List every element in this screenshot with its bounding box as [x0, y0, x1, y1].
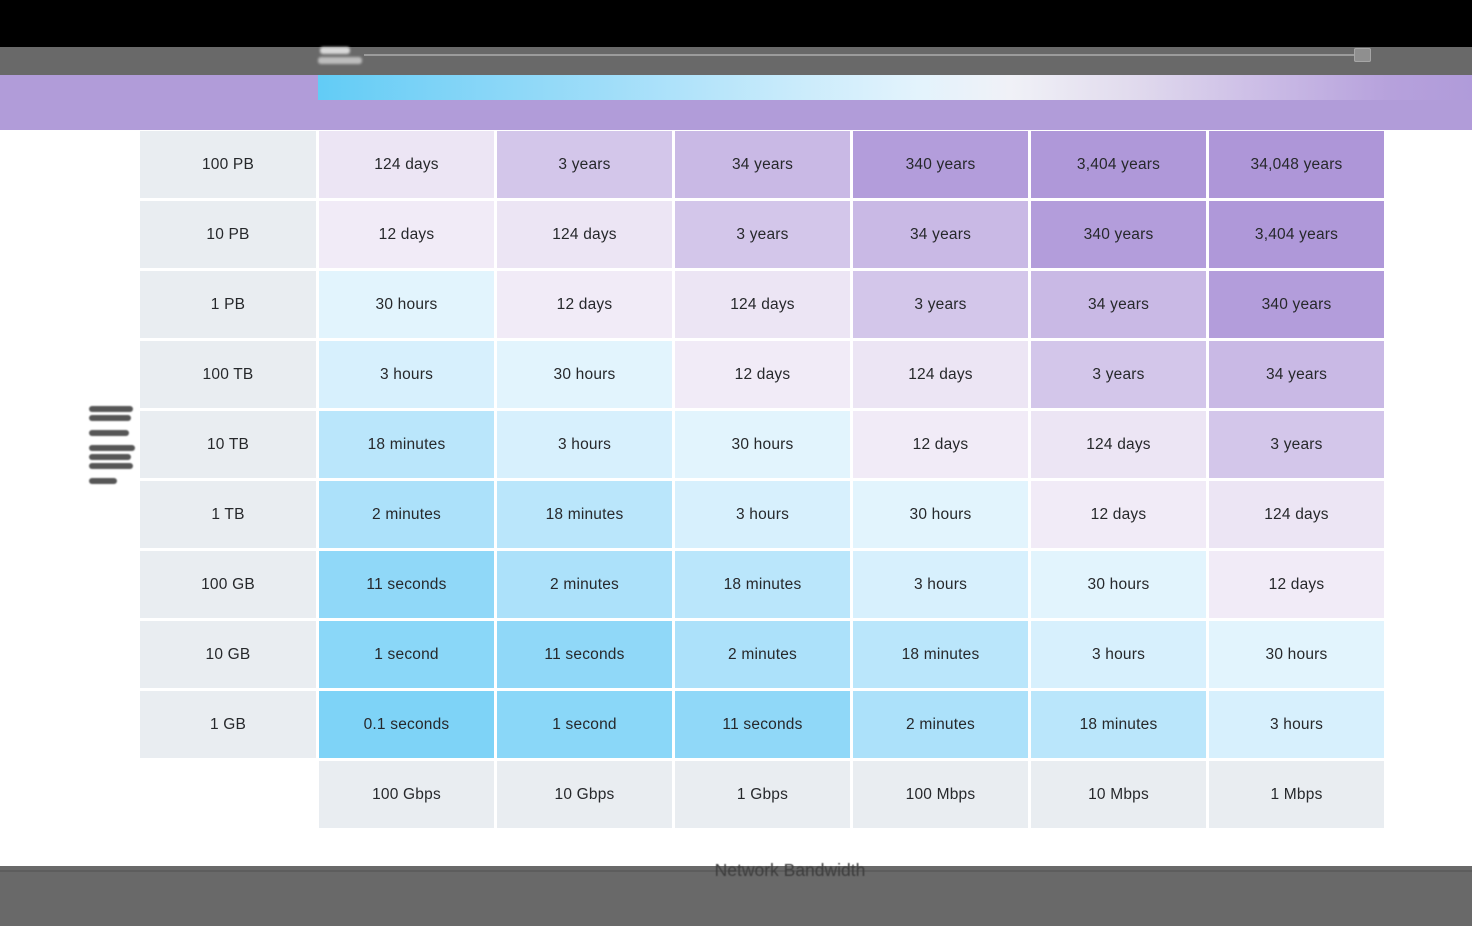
heatmap-cell: 3 years	[1209, 411, 1384, 478]
heatmap-cell: 11 seconds	[319, 551, 494, 618]
heatmap-cell: 12 days	[675, 341, 850, 408]
heatmap-cell: 12 days	[1031, 481, 1206, 548]
heatmap-cell: 11 seconds	[675, 691, 850, 758]
corner-spacer	[140, 761, 316, 828]
heatmap-cell: 3 hours	[853, 551, 1028, 618]
toolbar-slider-handle[interactable]	[1354, 48, 1371, 62]
heatmap-cell: 34 years	[675, 131, 850, 198]
heatmap-cell: 12 days	[319, 201, 494, 268]
column-label-cell: 10 Mbps	[1031, 761, 1206, 828]
statusbar-divider	[0, 870, 1472, 872]
heatmap-cell: 124 days	[1031, 411, 1206, 478]
heatmap-cell: 34 years	[1209, 341, 1384, 408]
transfer-time-heatmap: 100 PB 124 days 3 years 34 years 340 years 3,…	[140, 131, 1384, 828]
window-titlebar	[0, 0, 1472, 47]
heatmap-cell: 1 second	[497, 691, 672, 758]
heatmap-cell: 30 hours	[1209, 621, 1384, 688]
row-label-cell: 10 TB	[140, 411, 316, 478]
row-label-cell: 100 TB	[140, 341, 316, 408]
heatmap-cell: 12 days	[1209, 551, 1384, 618]
heatmap-cell: 11 seconds	[497, 621, 672, 688]
heatmap-cell: 34,048 years	[1209, 131, 1384, 198]
x-axis-label: Network Bandwidth	[714, 860, 866, 880]
column-label-cell: 100 Mbps	[853, 761, 1028, 828]
row-label-cell: 100 GB	[140, 551, 316, 618]
heatmap-cell: 3 years	[853, 271, 1028, 338]
heatmap-cell: 124 days	[497, 201, 672, 268]
toolbar-slider-track[interactable]	[364, 54, 1370, 56]
row-label-cell: 1 PB	[140, 271, 316, 338]
heatmap-cell: 30 hours	[319, 271, 494, 338]
heatmap-cell: 124 days	[1209, 481, 1384, 548]
heatmap-cell: 34 years	[853, 201, 1028, 268]
heatmap-cell: 2 minutes	[497, 551, 672, 618]
heatmap-cell: 18 minutes	[853, 621, 1028, 688]
heatmap-cell: 124 days	[853, 341, 1028, 408]
heatmap-cell: 124 days	[675, 271, 850, 338]
heatmap-cell: 340 years	[1031, 201, 1206, 268]
heatmap-cell: 18 minutes	[675, 551, 850, 618]
heatmap-cell: 3,404 years	[1209, 201, 1384, 268]
heatmap-cell: 30 hours	[853, 481, 1028, 548]
heatmap-cell: 3 hours	[675, 481, 850, 548]
heatmap-cell: 18 minutes	[497, 481, 672, 548]
heatmap-cell: 2 minutes	[675, 621, 850, 688]
viewer-toolbar	[0, 47, 1472, 75]
heatmap-cell: 3 hours	[1031, 621, 1206, 688]
row-label-cell: 10 PB	[140, 201, 316, 268]
heatmap-cell: 30 hours	[675, 411, 850, 478]
heatmap-cell: 12 days	[853, 411, 1028, 478]
y-axis-label-blurred	[89, 406, 137, 487]
row-label-cell: 100 PB	[140, 131, 316, 198]
heatmap-cell: 3 hours	[1209, 691, 1384, 758]
heatmap-cell: 3 years	[497, 131, 672, 198]
color-scale-gradient	[318, 75, 1472, 100]
heatmap-cell: 3 hours	[319, 341, 494, 408]
column-label-cell: 10 Gbps	[497, 761, 672, 828]
heatmap-cell: 1 second	[319, 621, 494, 688]
heatmap-cell: 0.1 seconds	[319, 691, 494, 758]
heatmap-cell: 124 days	[319, 131, 494, 198]
heatmap-cell: 34 years	[1031, 271, 1206, 338]
heatmap-cell: 3 hours	[497, 411, 672, 478]
heatmap-cell: 340 years	[853, 131, 1028, 198]
heatmap-cell: 18 minutes	[1031, 691, 1206, 758]
row-label-cell: 1 GB	[140, 691, 316, 758]
heatmap-cell: 3 years	[675, 201, 850, 268]
heatmap-cell: 3 years	[1031, 341, 1206, 408]
column-label-cell: 1 Gbps	[675, 761, 850, 828]
toolbar-text-blurred	[318, 44, 366, 66]
row-label-cell: 10 GB	[140, 621, 316, 688]
heatmap-cell: 340 years	[1209, 271, 1384, 338]
heatmap-cell: 2 minutes	[319, 481, 494, 548]
column-label-cell: 100 Gbps	[319, 761, 494, 828]
heatmap-cell: 30 hours	[1031, 551, 1206, 618]
heatmap-cell: 3,404 years	[1031, 131, 1206, 198]
row-label-cell: 1 TB	[140, 481, 316, 548]
column-label-cell: 1 Mbps	[1209, 761, 1384, 828]
heatmap-cell: 30 hours	[497, 341, 672, 408]
heatmap-cell: 18 minutes	[319, 411, 494, 478]
heatmap-cell: 12 days	[497, 271, 672, 338]
heatmap-cell: 2 minutes	[853, 691, 1028, 758]
bottom-statusbar	[0, 866, 1472, 926]
legend-band	[0, 75, 1472, 130]
